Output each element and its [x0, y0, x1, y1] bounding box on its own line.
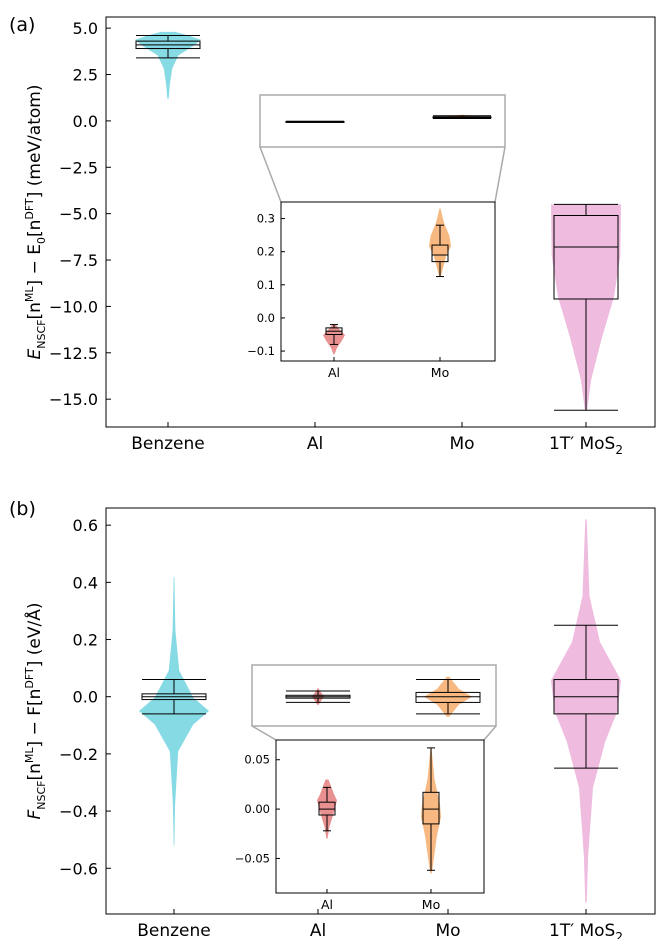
y-tick-label: −15.0	[49, 390, 98, 409]
inset-background	[276, 740, 484, 893]
y-tick-label: 0.6	[73, 516, 98, 535]
ylabel-part: F	[25, 810, 45, 820]
inset-x-tick-label: Al	[328, 365, 340, 380]
y-tick-label: −12.5	[49, 344, 98, 363]
chart-panel-b: (b) 0.6 0.4 0.2 0.0 −0.2 −0.4 −0.6 Benzene Al Mo 1T…	[9, 498, 656, 939]
zoom-connector-left	[251, 725, 277, 741]
x-tick-label: Benzene	[137, 921, 211, 939]
inset-chart: 0.05 0.00 −0.05 Al Mo	[235, 739, 485, 912]
ylabel-part: [n	[25, 763, 45, 780]
boxplot-1tmos2-box	[553, 215, 619, 300]
ylabel-part: ] (eV/Å)	[23, 603, 45, 668]
inset-y-tick-label: 0.1	[257, 278, 275, 292]
y-tick-label: 2.5	[73, 66, 98, 85]
ylabel-part: ML	[23, 747, 36, 763]
x-tick-label: Mo	[449, 434, 474, 454]
ylabel-part: ML	[23, 286, 36, 302]
zoom-connector-right	[494, 146, 506, 203]
x-tick-label: 1T′ MoS2	[549, 921, 623, 939]
inset-chart: 0.3 0.2 0.1 0.0 −0.1 Al Mo	[247, 201, 496, 380]
y-tick-label: −10.0	[49, 297, 98, 316]
ylabel-part: NSCF	[35, 320, 48, 349]
zoom-region	[251, 664, 497, 727]
x-tick-label: Mo	[435, 921, 460, 939]
chart-panel-a: (a) 5.0 2.5 0.0 −2.5 −5.0 −7.5 −10.0 −12.5 −15.0 B…	[9, 14, 656, 457]
inset-frame	[275, 739, 485, 894]
y-tick-label: −0.6	[59, 859, 98, 878]
violin-1tmos2	[551, 519, 621, 903]
zoom-region	[259, 94, 506, 148]
y-tick-label: 0.0	[73, 688, 98, 707]
ylabel-part: ] (meV/atom)	[25, 85, 45, 199]
y-tick-label: −0.4	[59, 802, 98, 821]
violin-benzene	[134, 31, 202, 99]
ylabel-part: ] − E	[25, 244, 45, 286]
zoom-connector-left	[259, 146, 282, 203]
ylabel-part: E	[25, 348, 45, 359]
y-tick-label: 0.2	[73, 631, 98, 650]
plot-frame	[105, 507, 656, 915]
inset-boxplot-mo-box	[422, 791, 440, 825]
inset-y-tick-label: −0.1	[247, 344, 275, 358]
inset-y-tick-label: 0.00	[244, 802, 270, 816]
y-tick-label: 5.0	[73, 19, 98, 38]
y-axis-label: FNSCF[nML] − F[nDFT] (eV/Å)	[23, 603, 48, 820]
x-tick-label: 1T′ MoS2	[549, 434, 623, 457]
x-tick-label: Al	[310, 921, 326, 939]
panel-label: (b)	[9, 498, 36, 520]
inset-x-tick-label: Al	[321, 897, 333, 912]
inset-frame	[280, 201, 496, 362]
inset-background	[281, 202, 495, 361]
inset-y-tick-label: 0.2	[257, 245, 275, 259]
inset-y-tick-label: 0.0	[257, 311, 275, 325]
ylabel-part: ] − F[n	[25, 689, 45, 748]
ylabel-part: 0	[35, 237, 48, 244]
y-tick-label: 0.0	[73, 112, 98, 131]
y-tick-label: −7.5	[59, 251, 98, 270]
x-tick-label: Benzene	[131, 434, 205, 454]
ylabel-part: DFT	[23, 198, 36, 220]
ylabel-part: [n	[25, 302, 45, 319]
inset-y-tick-label: 0.3	[257, 212, 275, 226]
y-axis-label: ENSCF[nML] − E0[nDFT] (meV/atom)	[23, 85, 48, 360]
inset-y-tick-label: −0.05	[235, 851, 270, 865]
ylabel-part: DFT	[23, 667, 36, 689]
ylabel-part: NSCF	[35, 781, 48, 810]
x-tick-label: Al	[307, 434, 323, 454]
y-tick-label: −0.2	[59, 745, 98, 764]
inset-x-tick-label: Mo	[431, 365, 449, 380]
plot-frame	[105, 16, 656, 428]
boxplot-mo-box	[415, 691, 481, 703]
inset-y-tick-label: 0.05	[244, 753, 270, 767]
inset-violin-mo	[421, 747, 441, 874]
ylabel-part: [n	[25, 220, 45, 237]
inset-x-tick-label: Mo	[422, 897, 440, 912]
y-tick-label: 0.4	[73, 573, 98, 592]
inset-boxplot-mo-box	[431, 244, 449, 263]
panel-label: (a)	[9, 14, 35, 36]
zoom-connector-right	[483, 725, 497, 741]
y-tick-label: −2.5	[59, 158, 98, 177]
y-tick-label: −5.0	[59, 205, 98, 224]
